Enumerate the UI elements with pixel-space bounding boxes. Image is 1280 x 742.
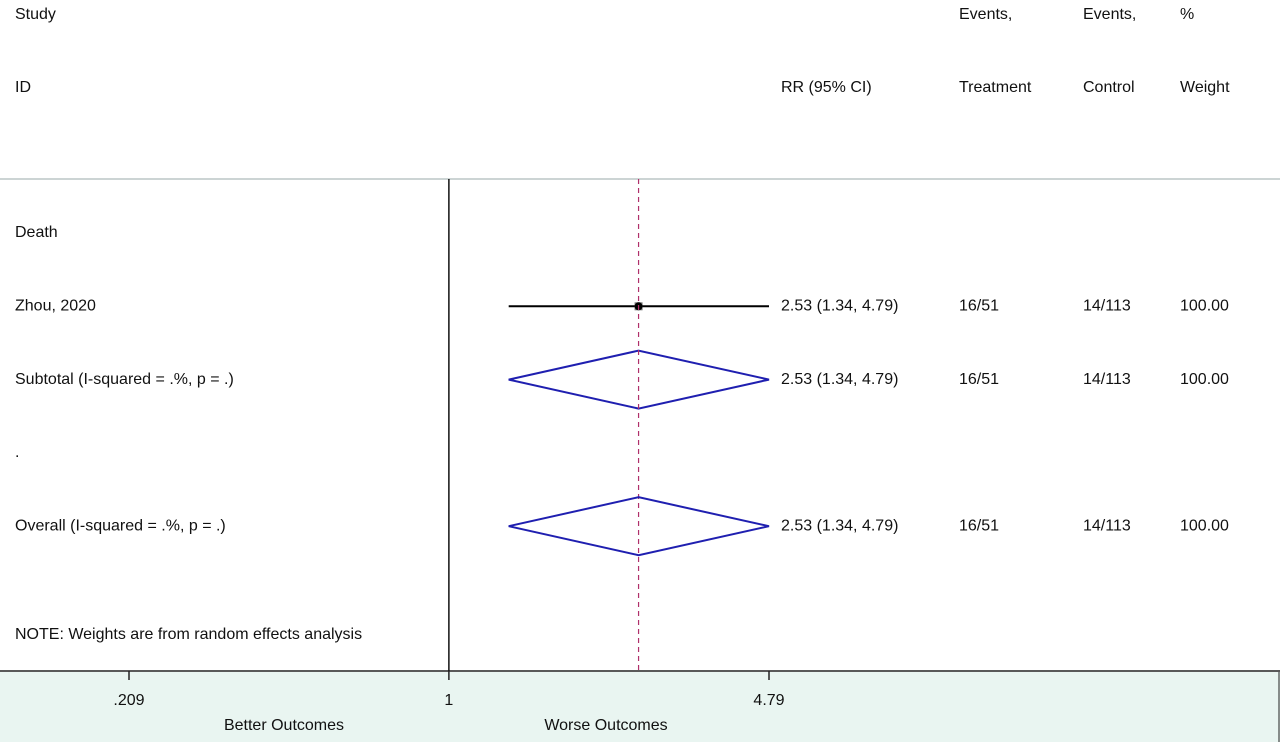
weight: 100.00 (1180, 298, 1229, 315)
x-axis-label: Worse Outcomes (544, 717, 667, 734)
row-label: Subtotal (I-squared = .%, p = .) (15, 371, 234, 388)
row-label: Zhou, 2020 (15, 298, 96, 315)
column-header: RR (95% CI) (781, 79, 872, 96)
estimate-label: 2.53 (1.34, 4.79) (781, 371, 898, 388)
column-header: ID (15, 79, 31, 96)
treatment-events: 16/51 (959, 298, 999, 315)
note: NOTE: Weights are from random effects an… (15, 626, 362, 643)
column-header: Treatment (959, 79, 1032, 96)
column-header: Study (15, 6, 56, 23)
pooled-diamond (508, 349, 770, 410)
weight: 100.00 (1180, 517, 1229, 534)
control-events: 14/113 (1083, 298, 1131, 315)
x-tick-label: 4.79 (753, 692, 784, 709)
x-tick-label: 1 (444, 692, 453, 709)
axis-band (0, 672, 1280, 742)
treatment-events: 16/51 (959, 371, 999, 388)
treatment-events: 16/51 (959, 517, 999, 534)
weight: 100.00 (1180, 371, 1229, 388)
row-label: Overall (I-squared = .%, p = .) (15, 517, 226, 534)
column-header: % (1180, 6, 1194, 23)
column-header: Events, (1083, 6, 1136, 23)
control-events: 14/113 (1083, 371, 1131, 388)
x-tick-label: .209 (113, 692, 144, 709)
row-label: . (15, 444, 19, 461)
control-events: 14/113 (1083, 517, 1131, 534)
row-label: Death (15, 224, 58, 241)
x-axis-label: Better Outcomes (224, 717, 344, 734)
estimate-label: 2.53 (1.34, 4.79) (781, 298, 898, 315)
estimate-label: 2.53 (1.34, 4.79) (781, 517, 898, 534)
pooled-diamond (508, 496, 770, 557)
column-header: Weight (1180, 79, 1230, 96)
column-header: Events, (959, 6, 1012, 23)
column-header: Control (1083, 79, 1135, 96)
